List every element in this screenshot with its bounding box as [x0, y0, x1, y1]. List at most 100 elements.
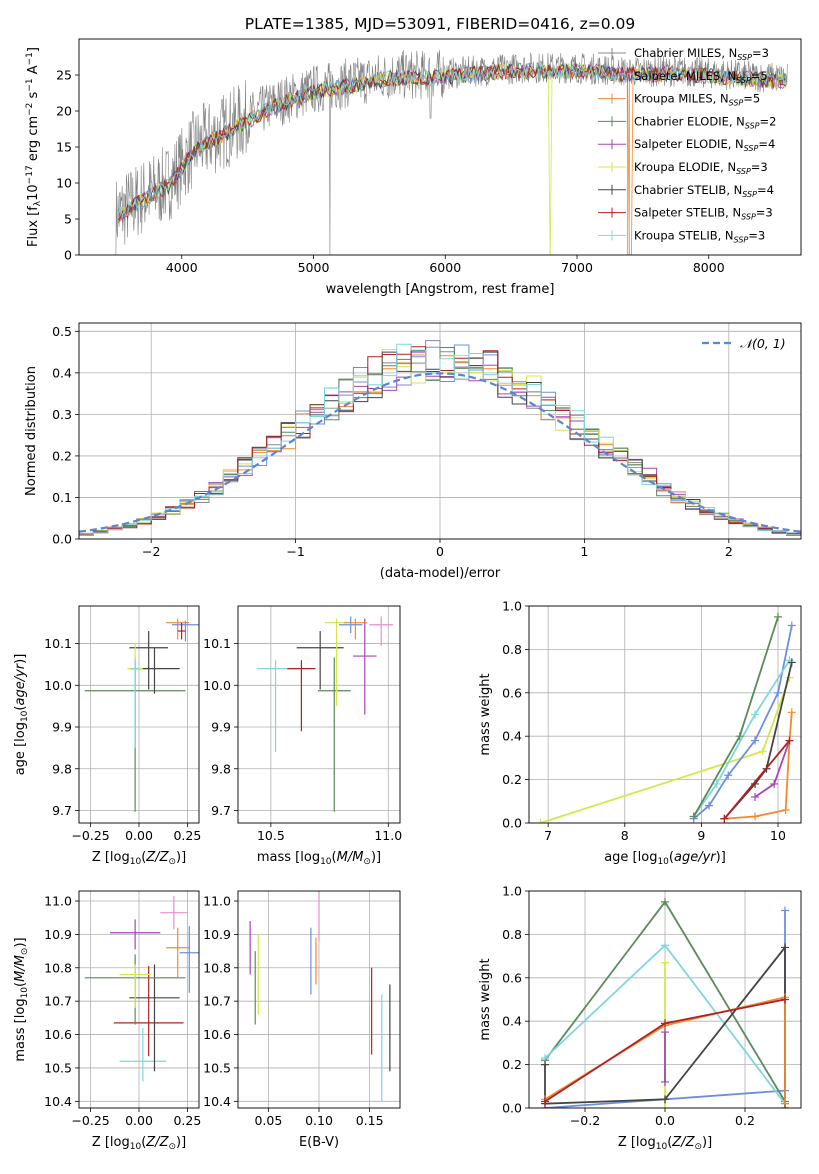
age-vs-mass-marks: [256, 616, 393, 812]
y-tick-label: 10.0: [44, 678, 72, 693]
y-tick-label: 0.8: [502, 642, 522, 657]
x-tick-label: 11.0: [374, 828, 402, 843]
weight-line: [692, 616, 779, 817]
x-axis-label: (data-model)/error: [380, 566, 501, 581]
weight-marker: [541, 1097, 549, 1106]
histogram-step: [79, 343, 801, 536]
y-tick-label: 10.5: [44, 1060, 72, 1075]
y-tick-label: 0.3: [52, 407, 72, 422]
y-tick-label: 20: [56, 104, 72, 119]
weight-marker: [536, 819, 545, 823]
weight-marker: [751, 736, 760, 745]
age-vs-Z-marks: [84, 618, 199, 812]
legend-entry: Kroupa ELODIE, NSSP=3: [634, 160, 768, 176]
x-tick-label: 0.25: [173, 1113, 201, 1128]
weight-marker: [751, 812, 760, 821]
weight-vs-age-marks: [536, 612, 796, 823]
weight-marker: [781, 1099, 789, 1108]
x-tick-label: 5000: [298, 260, 330, 275]
weight-vs-age-panel: 7 8 9 10 0.0 0.2 0.4 0.6 0.8 1.0 age [log10(age/yr…: [478, 599, 802, 867]
weight-marker: [689, 812, 698, 821]
weight-marker: [724, 771, 733, 780]
x-tick-label: 0.05: [254, 1113, 282, 1128]
residuals-marks: [79, 340, 801, 536]
y-tick-label: 10.1: [44, 636, 72, 651]
x-tick-label: 0.15: [356, 1113, 384, 1128]
weight-vs-Z-panel: −0.2 0.0 0.2 0.0 0.2 0.4 0.6 0.8 1.0 Z [log10(Z/Z…: [478, 884, 802, 1152]
legend-entry: Chabrier STELIB, NSSP=4: [634, 183, 774, 199]
x-tick-label: 0.10: [305, 1113, 333, 1128]
normal-curve: [79, 372, 801, 533]
mass-vs-Z-marks: [84, 896, 199, 1082]
x-axis-label: Z [log10(Z/Z⊙)]: [618, 1135, 712, 1152]
y-tick-label: 5: [64, 212, 72, 227]
y-tick-label: 10.9: [44, 927, 72, 942]
x-tick-label: 4000: [166, 260, 198, 275]
y-tick-label: 0.4: [52, 365, 72, 380]
spectrum-panel: 4000 5000 6000 7000 8000 0 5 10 15 20 25 wavelength…: [25, 38, 802, 297]
y-tick-label: 10.8: [203, 960, 231, 975]
histogram-step: [79, 340, 801, 535]
weight-vs-Z-frame: [528, 890, 802, 1109]
weight-marker: [661, 1077, 669, 1086]
mass-vs-Z-frame: [78, 890, 200, 1109]
y-tick-label: 10.5: [203, 1060, 231, 1075]
y-tick-label: 10.6: [44, 1027, 72, 1042]
weight-marker: [758, 747, 767, 756]
x-tick-label: −0.25: [71, 1113, 109, 1128]
legend-entry: Salpeter ELODIE, NSSP=4: [634, 137, 775, 153]
y-tick-label: 10: [56, 176, 72, 191]
y-tick-label: 0.0: [502, 816, 522, 831]
legend-entry: Chabrier ELODIE, NSSP=2: [634, 114, 776, 130]
y-tick-label: 0: [64, 248, 72, 263]
age-vs-Z-frame: [78, 605, 200, 824]
y-tick-label: 0.2: [52, 448, 72, 463]
y-tick-label: 10.4: [44, 1094, 72, 1109]
y-tick-label: 10.1: [203, 636, 231, 651]
weight-marker: [785, 736, 794, 745]
weight-marker: [541, 1060, 549, 1069]
weight-marker: [661, 1019, 669, 1028]
x-axis-label: Z [log10(Z/Z⊙)]: [92, 1135, 186, 1152]
weight-marker: [661, 897, 669, 906]
x-tick-label: −0.2: [570, 1113, 600, 1128]
y-tick-label: 0.1: [52, 490, 72, 505]
mass-vs-Z-panel: −0.25 0.00 0.25 10.4 10.5 10.6 10.7 10.8 10.9 11.…: [13, 890, 201, 1152]
weight-marker: [712, 779, 721, 788]
y-tick-label: 0.5: [52, 324, 72, 339]
weight-marker: [787, 658, 796, 667]
y-tick-label: 9.8: [52, 761, 72, 776]
weight-marker: [661, 958, 669, 967]
y-tick-label: 10.8: [44, 960, 72, 975]
x-axis-label: age [log10(age/yr)]: [604, 850, 726, 867]
weight-line: [724, 712, 793, 820]
y-axis-label: mass [log10(M/M⊙)]: [13, 937, 30, 1061]
x-axis-label: mass [log10(M/M⊙)]: [257, 850, 381, 867]
x-tick-label: 7: [544, 828, 552, 843]
legend-entry: Kroupa STELIB, NSSP=3: [634, 228, 765, 244]
weight-marker: [720, 814, 729, 823]
weight-marker: [774, 612, 783, 621]
y-tick-label: 0.6: [502, 970, 522, 985]
weight-line: [692, 659, 791, 818]
y-tick-label: 9.7: [211, 803, 231, 818]
weight-vs-Z-marks: [541, 897, 789, 1108]
x-tick-label: −1: [286, 544, 304, 559]
y-tick-label: 0.2: [502, 1057, 522, 1072]
x-tick-label: 0: [436, 544, 444, 559]
y-axis-label: Normed distribution: [24, 366, 39, 496]
weight-marker: [661, 1104, 669, 1108]
residuals-frame: [78, 322, 802, 540]
weight-vs-age-frame: [528, 605, 802, 824]
weight-marker: [781, 943, 789, 952]
y-tick-label: 10.7: [44, 994, 72, 1009]
x-tick-label: 2: [725, 544, 733, 559]
legend-entry: Kroupa MILES, NSSP=5: [634, 92, 760, 108]
y-tick-label: 0.6: [502, 685, 522, 700]
weight-marker: [751, 792, 760, 801]
spectrum-frame: [78, 38, 802, 256]
x-tick-label: −0.25: [71, 828, 109, 843]
age-vs-mass-frame: [237, 605, 401, 824]
y-tick-label: 10.0: [203, 678, 231, 693]
